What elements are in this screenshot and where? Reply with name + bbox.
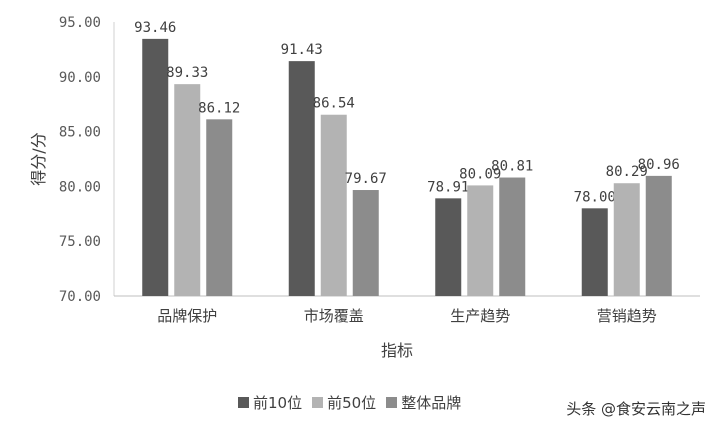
y-tick-label: 95.00: [59, 15, 101, 31]
y-tick-label: 70.00: [59, 289, 101, 305]
legend-label: 前50位: [327, 394, 377, 412]
bar: [581, 208, 608, 296]
legend-label: 前10位: [253, 394, 303, 412]
data-label: 89.33: [166, 65, 208, 81]
y-tick-label: 85.00: [59, 125, 101, 141]
bar: [499, 177, 526, 296]
bar: [288, 61, 315, 297]
bar: [320, 114, 347, 296]
bar: [352, 190, 379, 296]
legend-label: 整体品牌: [401, 394, 462, 412]
y-tick-label: 80.00: [59, 179, 101, 195]
data-label: 86.54: [313, 96, 355, 112]
data-label: 80.81: [491, 159, 533, 175]
data-label: 91.43: [281, 42, 323, 58]
watermark: 头条 @食安云南之声: [566, 400, 706, 418]
bar: [467, 185, 494, 296]
category-label: 市场覆盖: [304, 307, 364, 325]
bar: [613, 183, 640, 296]
bar: [645, 175, 672, 296]
data-label: 80.09: [459, 166, 501, 182]
y-tick-label: 90.00: [59, 70, 101, 86]
x-axis-title: 指标: [381, 341, 413, 360]
bar: [174, 84, 201, 296]
category-label: 营销趋势: [597, 307, 657, 325]
legend-swatch: [312, 397, 324, 408]
legend-swatch: [238, 397, 249, 408]
bar: [142, 38, 169, 297]
y-tick-label: 75.00: [59, 234, 101, 250]
bar: [206, 119, 233, 296]
data-label: 93.46: [134, 20, 176, 36]
legend: 前10位 前50位 整体品牌: [238, 392, 461, 413]
data-label: 80.96: [638, 157, 680, 173]
data-label: 78.91: [427, 179, 469, 195]
data-label: 79.67: [345, 171, 387, 187]
data-label: 78.00: [574, 189, 616, 205]
category-label: 生产趋势: [450, 307, 510, 325]
bar-chart: 70.00 75.00 80.00 85.00 90.00 95.00 93.46 89.33…: [29, 15, 700, 360]
legend-item: 整体品牌: [386, 392, 461, 413]
legend-item: 前50位: [312, 392, 376, 413]
category-label: 品牌保护: [157, 307, 217, 325]
data-label: 86.12: [198, 100, 240, 116]
bar: [435, 198, 462, 296]
y-axis-title: 得分/分: [29, 132, 48, 185]
legend-swatch: [386, 397, 398, 408]
legend-item: 前10位: [238, 392, 302, 413]
data-label: 80.29: [606, 164, 648, 180]
